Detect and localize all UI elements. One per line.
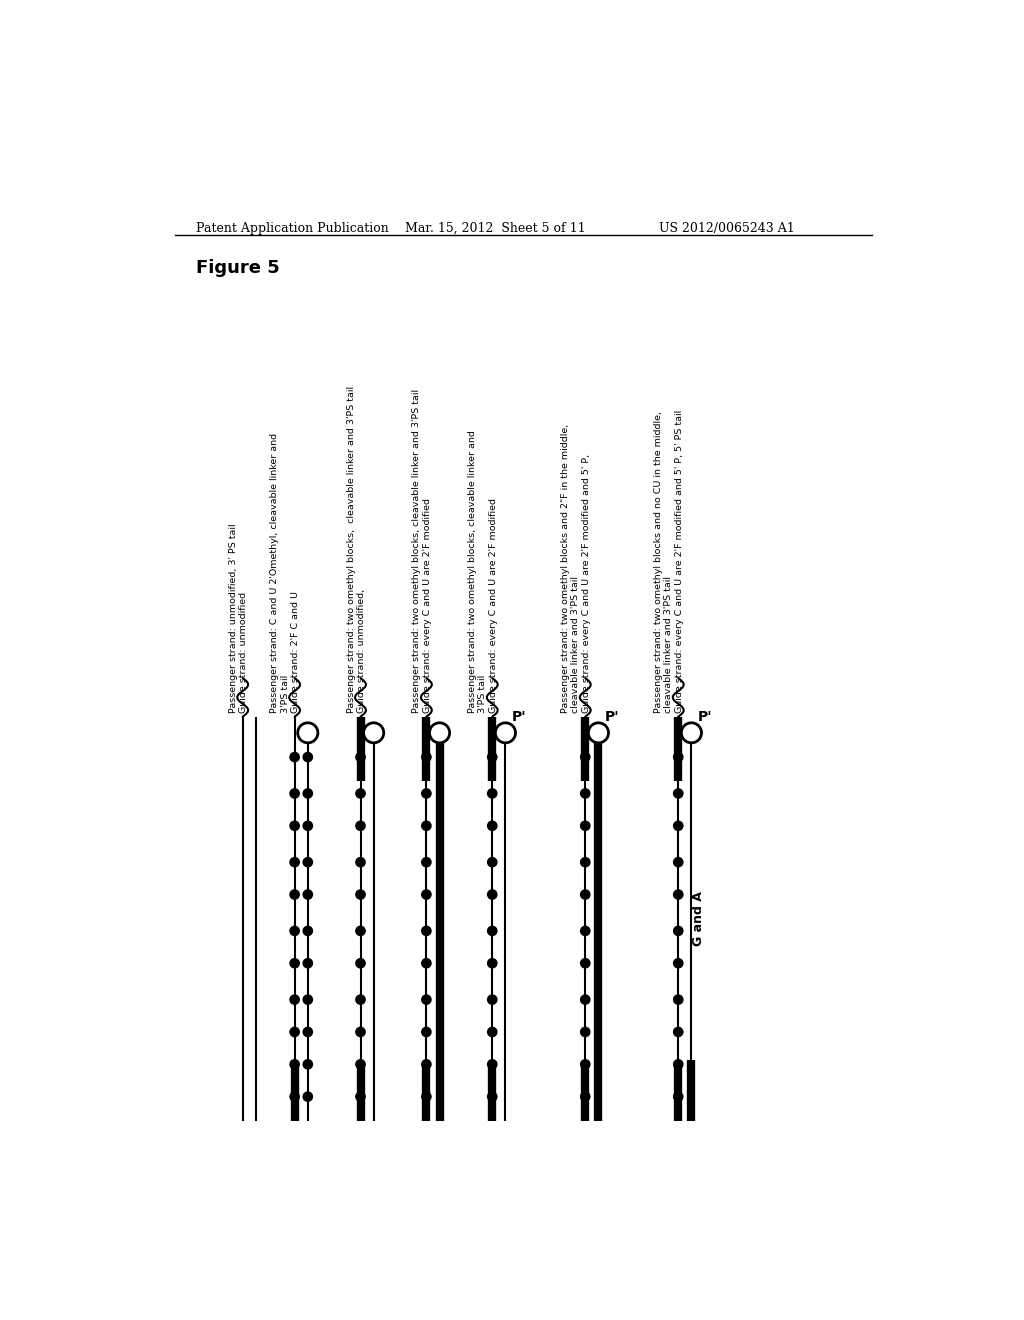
Circle shape	[681, 723, 701, 743]
Text: Mar. 15, 2012  Sheet 5 of 11: Mar. 15, 2012 Sheet 5 of 11	[406, 222, 586, 235]
Circle shape	[487, 958, 497, 968]
Circle shape	[674, 1027, 683, 1036]
Circle shape	[356, 1060, 366, 1069]
Text: P': P'	[697, 710, 713, 725]
Circle shape	[303, 789, 312, 799]
Circle shape	[496, 723, 515, 743]
Circle shape	[422, 958, 431, 968]
Circle shape	[290, 995, 299, 1005]
Circle shape	[290, 789, 299, 799]
Text: US 2012/0065243 A1: US 2012/0065243 A1	[658, 222, 795, 235]
Circle shape	[487, 752, 497, 762]
Circle shape	[422, 821, 431, 830]
Circle shape	[581, 890, 590, 899]
Circle shape	[356, 1027, 366, 1036]
Circle shape	[422, 1092, 431, 1101]
Circle shape	[364, 723, 384, 743]
Circle shape	[581, 789, 590, 799]
Circle shape	[303, 927, 312, 936]
Circle shape	[487, 821, 497, 830]
Text: Passenger strand: C and U 2'Omethyl, cleavable linker and
3'PS tail
Guide strand: Passenger strand: C and U 2'Omethyl, cle…	[270, 433, 300, 713]
Circle shape	[674, 1060, 683, 1069]
Circle shape	[581, 821, 590, 830]
Circle shape	[487, 995, 497, 1005]
Circle shape	[422, 858, 431, 867]
Circle shape	[487, 1060, 497, 1069]
Circle shape	[356, 858, 366, 867]
Circle shape	[290, 858, 299, 867]
Circle shape	[674, 858, 683, 867]
Circle shape	[303, 1027, 312, 1036]
Circle shape	[589, 723, 608, 743]
Circle shape	[487, 1027, 497, 1036]
Circle shape	[303, 1060, 312, 1069]
Circle shape	[581, 1092, 590, 1101]
Circle shape	[422, 927, 431, 936]
Text: Passenger strand: two omethyl blocks and no CU in the middle,
cleavable linker a: Passenger strand: two omethyl blocks and…	[654, 409, 684, 713]
Circle shape	[356, 821, 366, 830]
Circle shape	[487, 890, 497, 899]
Circle shape	[303, 995, 312, 1005]
Text: Figure 5: Figure 5	[197, 259, 280, 276]
Circle shape	[487, 858, 497, 867]
Circle shape	[290, 958, 299, 968]
Circle shape	[290, 1060, 299, 1069]
Circle shape	[487, 927, 497, 936]
Circle shape	[487, 1092, 497, 1101]
Circle shape	[674, 958, 683, 968]
Text: P': P'	[512, 710, 526, 725]
Circle shape	[422, 789, 431, 799]
Circle shape	[581, 958, 590, 968]
Circle shape	[303, 821, 312, 830]
Circle shape	[303, 752, 312, 762]
Circle shape	[356, 752, 366, 762]
Circle shape	[290, 821, 299, 830]
Circle shape	[674, 821, 683, 830]
Circle shape	[303, 1092, 312, 1101]
Text: Passenger strand: unmodified, 3' PS tail
Guide strand: unmodified: Passenger strand: unmodified, 3' PS tail…	[228, 523, 248, 713]
Circle shape	[674, 1092, 683, 1101]
Circle shape	[303, 958, 312, 968]
Circle shape	[290, 1092, 299, 1101]
Circle shape	[581, 1060, 590, 1069]
Circle shape	[356, 890, 366, 899]
Circle shape	[356, 958, 366, 968]
Circle shape	[290, 927, 299, 936]
Circle shape	[356, 789, 366, 799]
Circle shape	[429, 723, 450, 743]
Circle shape	[422, 752, 431, 762]
Circle shape	[581, 858, 590, 867]
Circle shape	[290, 1027, 299, 1036]
Circle shape	[581, 927, 590, 936]
Circle shape	[422, 1027, 431, 1036]
Circle shape	[581, 752, 590, 762]
Circle shape	[674, 890, 683, 899]
Text: Passenger strand: two omethyl blocks and 2"F in the middle,
cleavable linker and: Passenger strand: two omethyl blocks and…	[561, 424, 591, 713]
Circle shape	[422, 1060, 431, 1069]
Circle shape	[674, 789, 683, 799]
Text: Passenger strand: two omethyl blocks, cleavable linker and 3'PS tail
Guide stran: Passenger strand: two omethyl blocks, cl…	[413, 388, 432, 713]
Circle shape	[303, 890, 312, 899]
Circle shape	[356, 995, 366, 1005]
Circle shape	[422, 995, 431, 1005]
Circle shape	[356, 927, 366, 936]
Circle shape	[487, 789, 497, 799]
Circle shape	[674, 995, 683, 1005]
Circle shape	[298, 723, 317, 743]
Circle shape	[581, 995, 590, 1005]
Circle shape	[674, 752, 683, 762]
Circle shape	[581, 1027, 590, 1036]
Circle shape	[356, 1092, 366, 1101]
Text: P': P'	[604, 710, 620, 725]
Text: G and A: G and A	[692, 891, 706, 946]
Circle shape	[290, 752, 299, 762]
Circle shape	[674, 927, 683, 936]
Text: Passenger strand: two omethyl blocks,  cleavable linker and 3'PS tail
Guide stra: Passenger strand: two omethyl blocks, cl…	[346, 385, 366, 713]
Text: Patent Application Publication: Patent Application Publication	[197, 222, 389, 235]
Circle shape	[303, 858, 312, 867]
Text: Passenger strand: two omethyl blocks, cleavable linker and
3'PS tail
Guide stran: Passenger strand: two omethyl blocks, cl…	[468, 430, 498, 713]
Circle shape	[290, 890, 299, 899]
Circle shape	[422, 890, 431, 899]
